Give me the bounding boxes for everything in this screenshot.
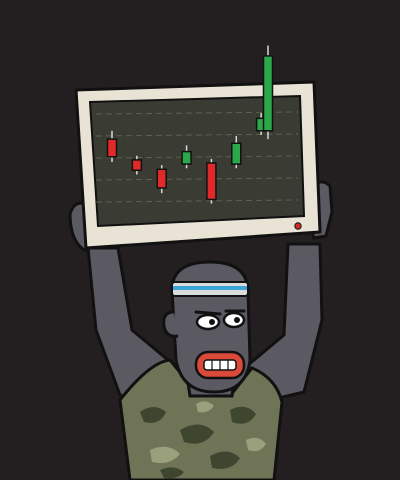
gridline xyxy=(95,199,299,203)
gridline xyxy=(95,111,299,115)
candle-down xyxy=(206,162,217,201)
gridline xyxy=(95,177,299,181)
candle-down xyxy=(106,138,118,158)
left-eye xyxy=(195,313,221,331)
right-arm xyxy=(246,242,324,404)
monitor-screen xyxy=(88,94,306,228)
candlestick-chart xyxy=(106,45,274,204)
gridline xyxy=(95,155,299,159)
chart-gridlines xyxy=(95,111,299,203)
gridline xyxy=(95,133,299,137)
candle-down xyxy=(156,168,167,189)
left-pupil xyxy=(209,319,215,325)
power-led xyxy=(294,222,302,230)
monitor xyxy=(74,80,322,250)
candle-up xyxy=(231,142,242,165)
left-brow xyxy=(194,310,222,316)
candle-down xyxy=(131,159,143,172)
candle-up xyxy=(181,150,192,165)
ear xyxy=(162,310,179,338)
teeth-lines xyxy=(211,360,229,370)
camo-shirt xyxy=(118,358,284,480)
candle-up xyxy=(262,55,274,132)
headband-stripe xyxy=(173,286,247,290)
right-pupil xyxy=(234,317,240,323)
